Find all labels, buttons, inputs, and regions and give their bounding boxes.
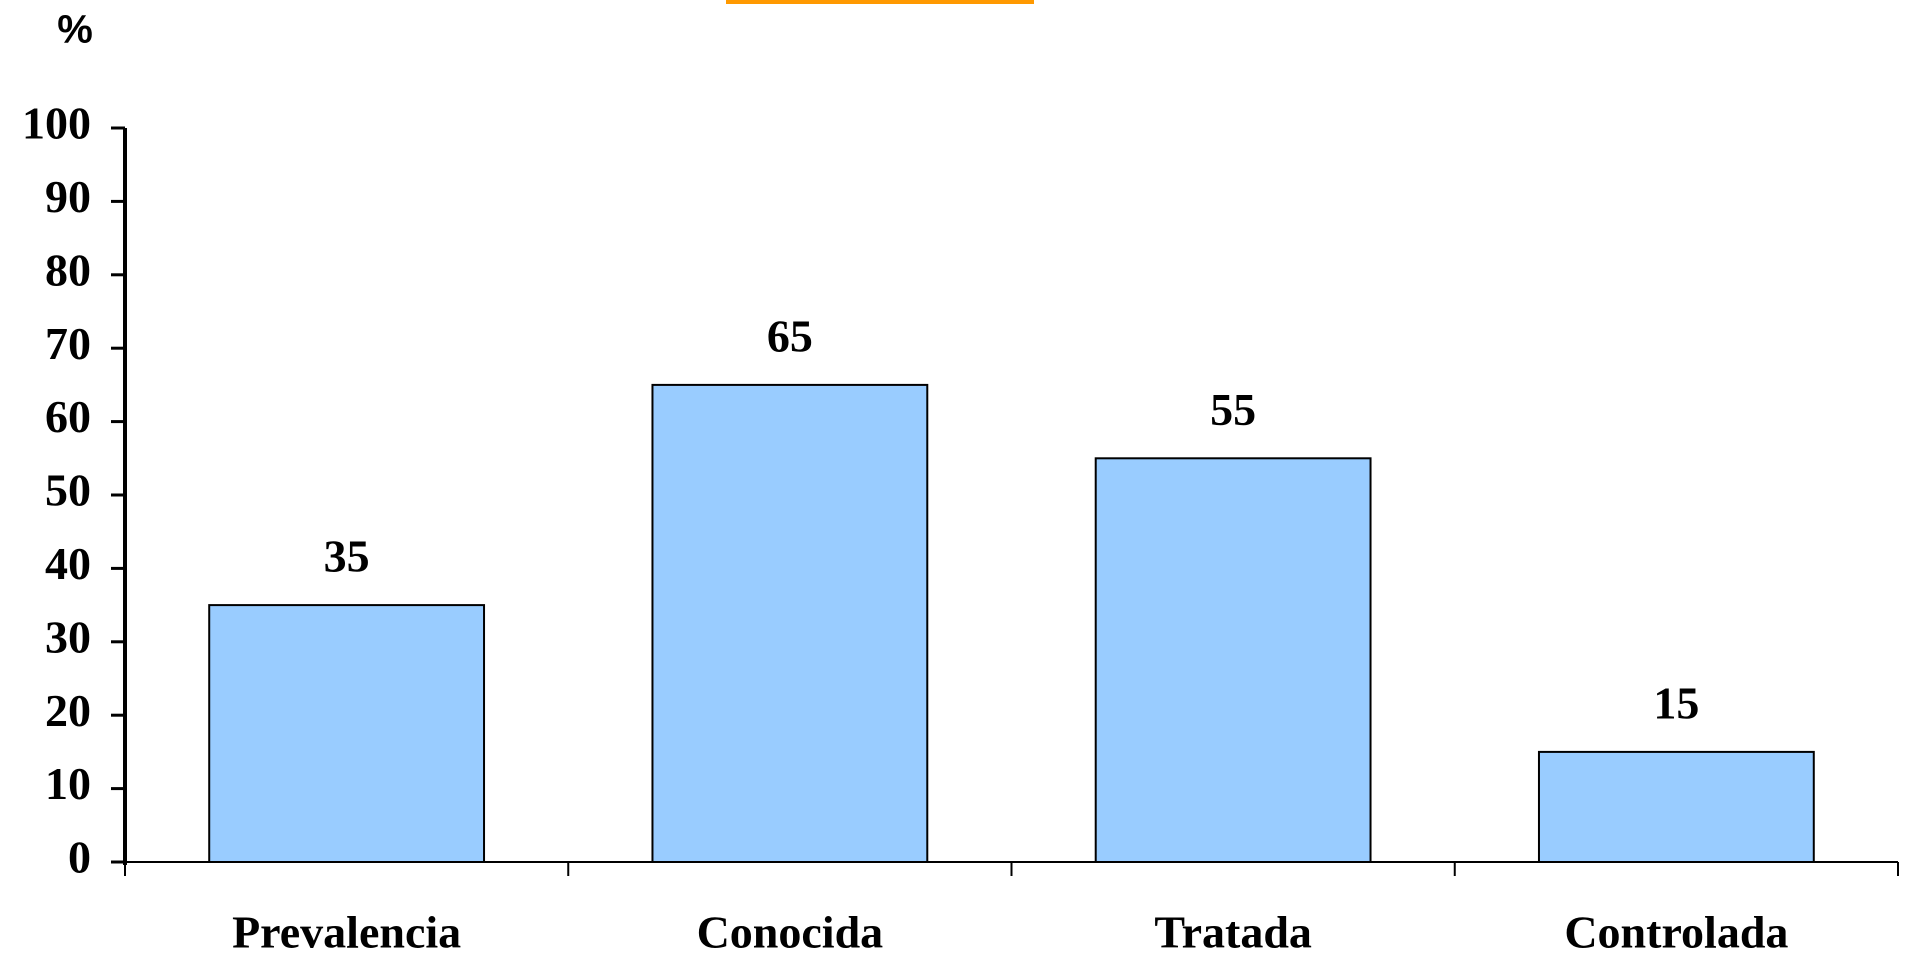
y-tick-label: 40 — [45, 538, 91, 589]
y-tick-label: 30 — [45, 611, 91, 662]
bar — [208, 604, 486, 863]
y-tick-label: 10 — [45, 758, 91, 809]
y-tick-label: 90 — [45, 171, 91, 222]
bar — [651, 383, 929, 863]
x-tick-label: Controlada — [1564, 907, 1788, 958]
y-tick-label: 20 — [45, 685, 91, 736]
x-tick-label: Prevalencia — [232, 907, 461, 958]
bar — [1094, 457, 1372, 863]
y-tick-label: 0 — [68, 832, 91, 883]
bar — [1537, 750, 1815, 864]
decoration-line — [726, 0, 1034, 4]
x-tick-label: Conocida — [697, 907, 884, 958]
y-tick-label: 60 — [45, 391, 91, 442]
data-label: 55 — [1210, 384, 1256, 435]
y-tick-label: 100 — [22, 98, 91, 149]
data-label: 35 — [324, 531, 370, 582]
y-tick-label: 50 — [45, 465, 91, 516]
data-label: 65 — [767, 310, 813, 361]
x-tick-label: Tratada — [1154, 907, 1312, 958]
data-label: 15 — [1653, 677, 1699, 728]
y-tick-label: 80 — [45, 244, 91, 295]
y-axis-label: % — [57, 8, 93, 52]
y-tick-label: 70 — [45, 318, 91, 369]
